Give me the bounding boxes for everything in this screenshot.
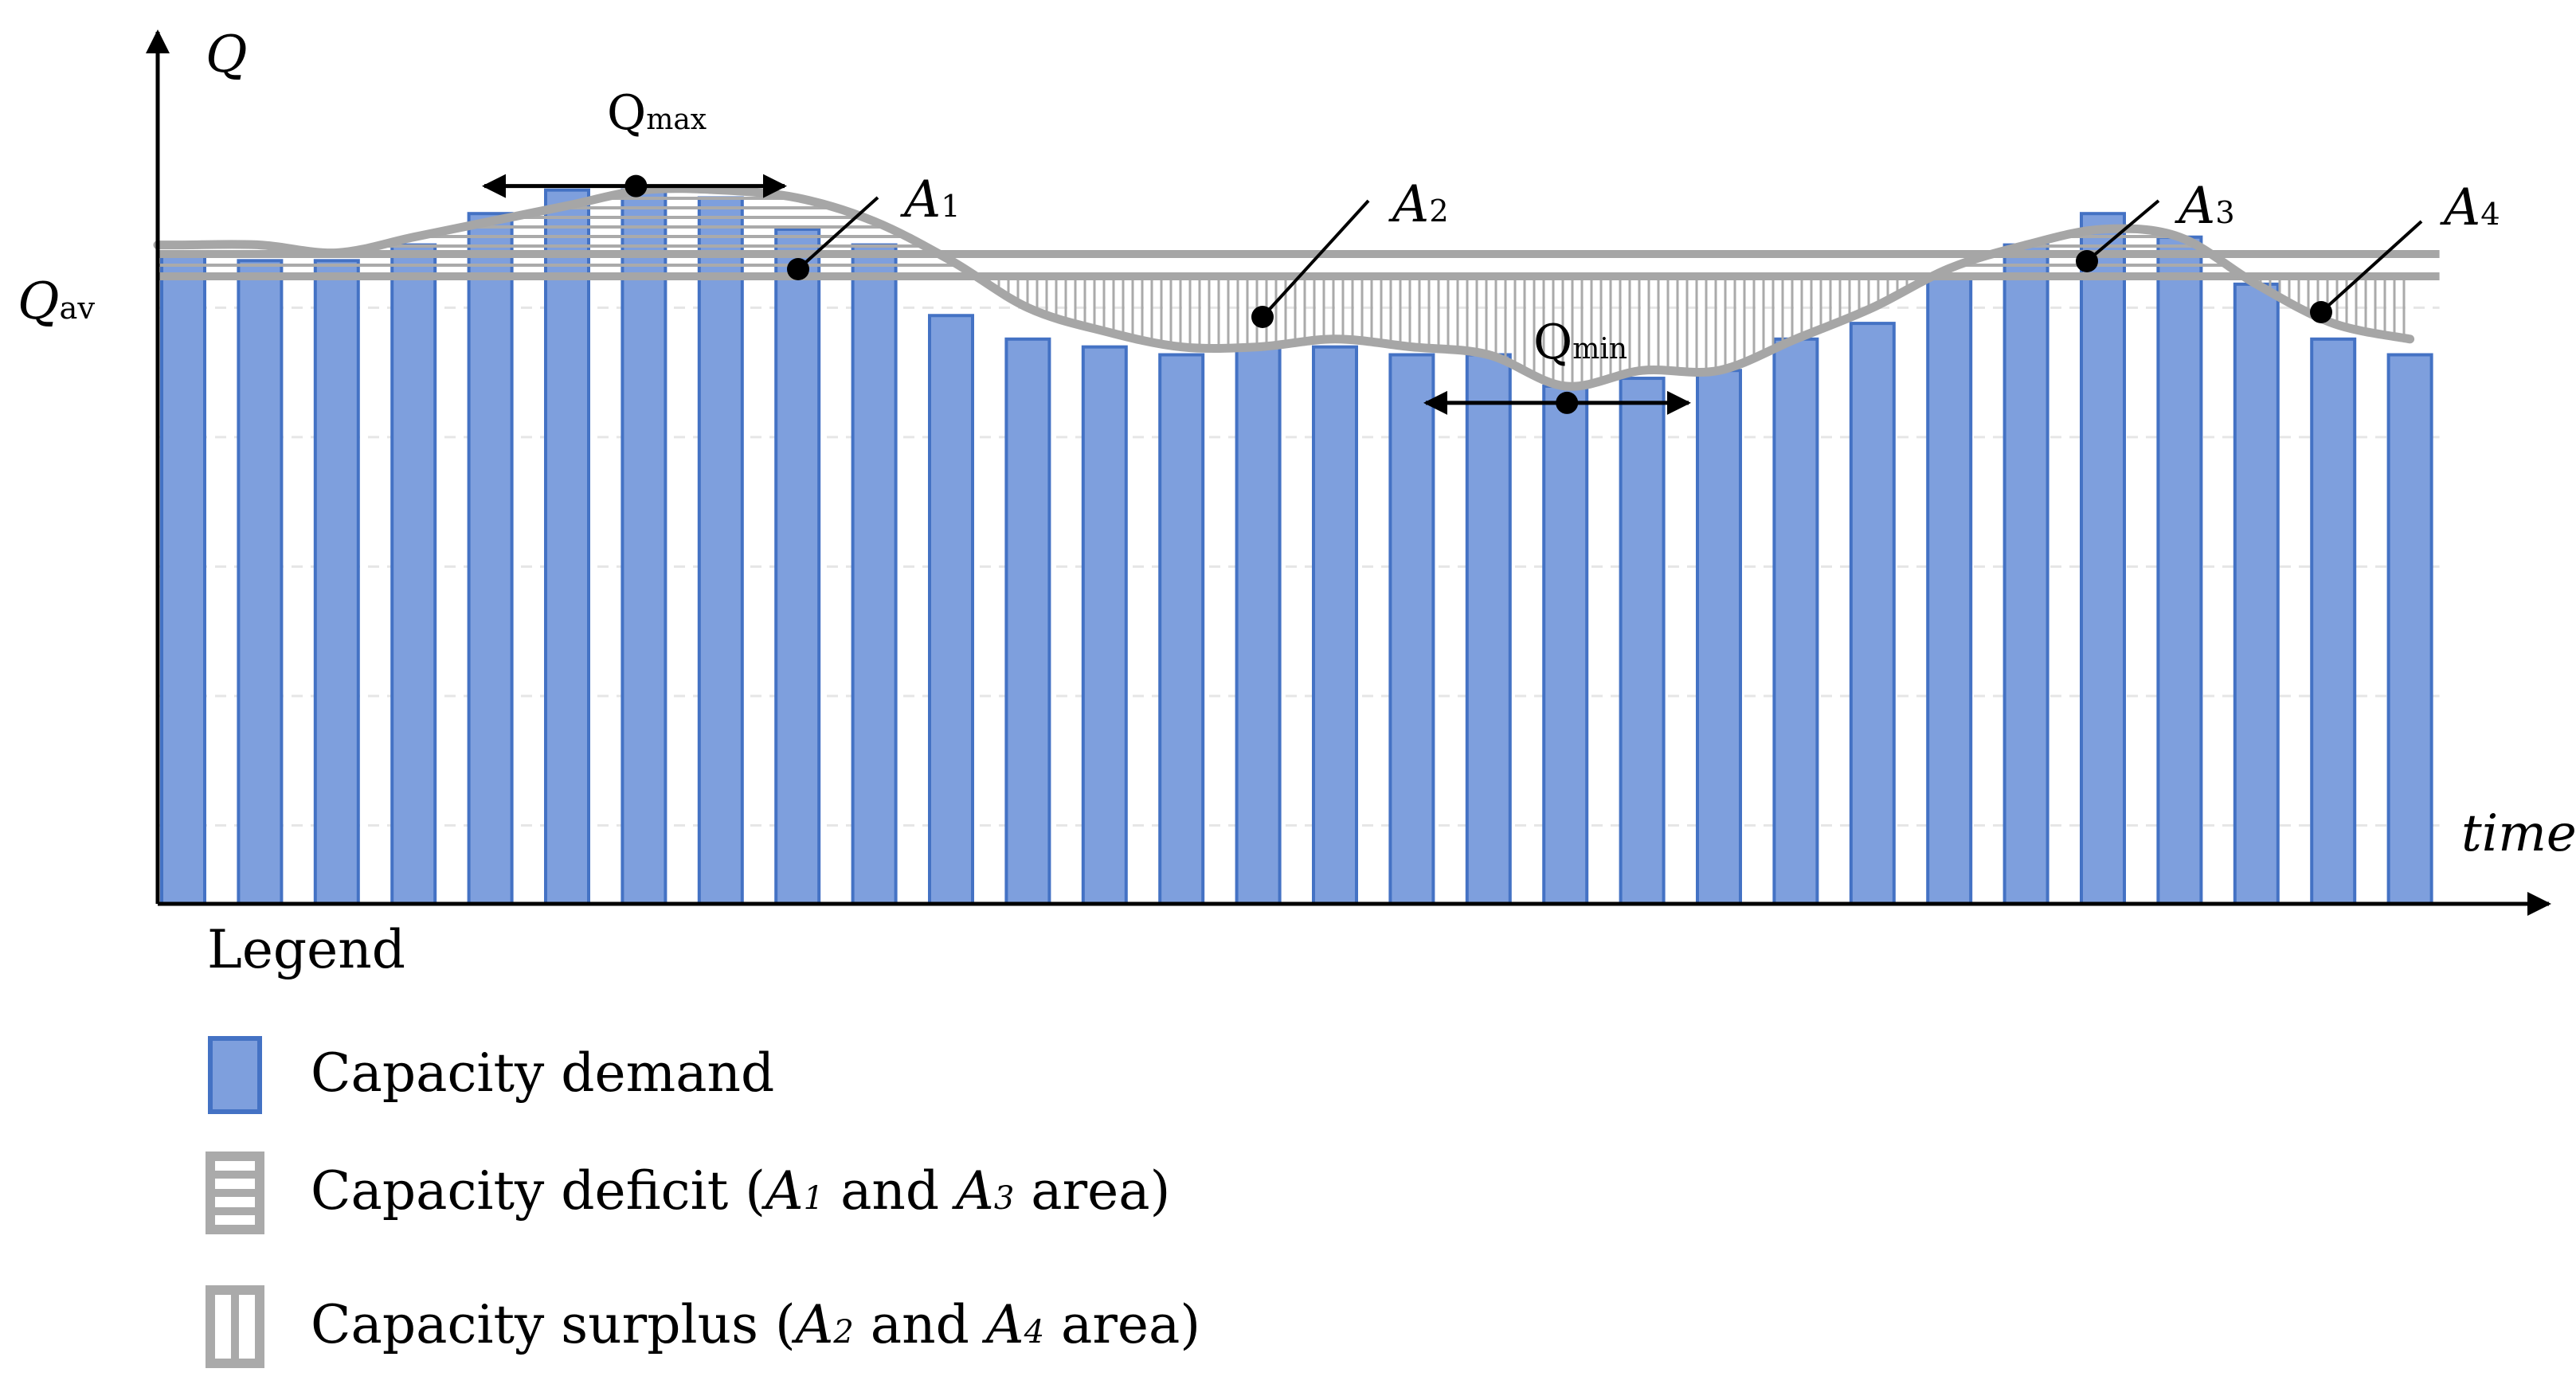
demand-bar	[467, 212, 514, 905]
area-label-4: A4	[2440, 178, 2500, 237]
demand-bar	[1696, 369, 1742, 905]
demand-bar	[2002, 243, 2049, 906]
demand-curve	[153, 184, 2415, 391]
demand-bar	[1926, 275, 1973, 905]
demand-bar	[1542, 384, 1589, 905]
area-label-1: A1	[900, 170, 961, 229]
demand-bar	[621, 188, 667, 905]
demand-bar	[160, 251, 206, 905]
grid	[158, 306, 2440, 827]
legend-label-deficit: Capacity deficit (A1 and A3 area)	[311, 1160, 1170, 1222]
demand-bar	[390, 243, 437, 906]
demand-bar	[237, 259, 284, 905]
legend-swatch-demand	[208, 1036, 262, 1114]
legend-swatch-deficit	[206, 1152, 264, 1234]
demand-bar	[851, 243, 898, 906]
y-axis-label: Q	[206, 25, 247, 84]
demand-bar	[1388, 353, 1435, 905]
x-axis-label: time	[2461, 804, 2576, 863]
demand-bars	[160, 188, 2433, 906]
legend-label-surplus: Capacity surplus (A2 and A4 area)	[311, 1294, 1200, 1355]
area-callout-dot	[2076, 250, 2098, 272]
demand-bar	[2233, 282, 2280, 906]
q-min-dot	[1556, 391, 1579, 414]
area-callout-dot	[787, 258, 809, 280]
demand-bar	[1465, 353, 1512, 905]
area-label-3: A3	[2175, 177, 2235, 236]
demand-bar	[1158, 353, 1205, 905]
area-label-2: A2	[1388, 175, 1449, 234]
demand-bar	[2310, 337, 2357, 905]
annotations: Qav Qmax Qmin A1 A2 A3 A4	[18, 85, 2500, 415]
demand-bar	[928, 314, 974, 905]
area-callout-line	[1261, 199, 1370, 319]
q-av-label: Qav	[18, 272, 95, 331]
legend: Legend Capacity demand Capacity deficit (A…	[206, 919, 1200, 1368]
demand-bar	[1312, 345, 1358, 905]
demand-bar	[774, 227, 821, 905]
demand-bar	[2080, 212, 2126, 905]
q-max-dot	[624, 174, 648, 197]
demand-bar	[313, 259, 360, 905]
demand-bar	[1772, 337, 1819, 905]
demand-bar	[544, 188, 590, 905]
legend-title: Legend	[207, 919, 405, 980]
demand-bar	[1081, 345, 1128, 905]
demand-bar	[1849, 322, 1896, 906]
area-callout-line	[797, 196, 879, 271]
demand-bar	[2386, 353, 2433, 905]
q-min-label: Qmin	[1533, 315, 1627, 370]
q-max-label: Qmax	[607, 85, 707, 141]
demand-bar	[1004, 337, 1051, 905]
demand-bar	[2156, 235, 2203, 905]
area-callout-dot	[1251, 306, 1274, 328]
legend-label-demand: Capacity demand	[311, 1042, 774, 1104]
demand-bar	[1619, 377, 1666, 905]
demand-bar	[1235, 345, 1282, 905]
legend-swatch-surplus	[206, 1285, 264, 1368]
demand-bar	[697, 196, 744, 905]
area-callout-line	[2085, 199, 2160, 263]
area-callout-dot	[2310, 301, 2332, 323]
area-callout-line	[2320, 220, 2423, 314]
